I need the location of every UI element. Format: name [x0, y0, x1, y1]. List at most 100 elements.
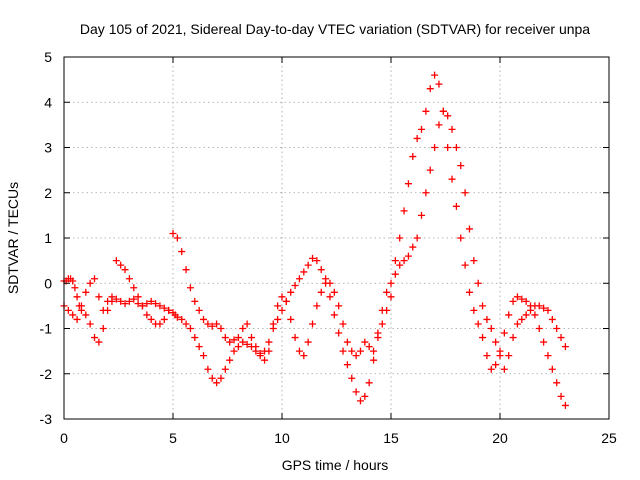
- y-tick-label: 0: [44, 275, 52, 291]
- data-point: [474, 320, 482, 328]
- data-point: [422, 107, 430, 115]
- data-point: [309, 320, 317, 328]
- data-point: [492, 361, 500, 369]
- data-point: [452, 202, 460, 210]
- data-point: [291, 334, 299, 342]
- data-point: [479, 302, 487, 310]
- data-point: [304, 261, 312, 269]
- data-point: [505, 311, 513, 319]
- data-point: [217, 374, 225, 382]
- data-point: [195, 343, 203, 351]
- data-point: [160, 315, 168, 323]
- data-point: [431, 71, 439, 79]
- data-point: [487, 365, 495, 373]
- data-point: [561, 401, 569, 409]
- data-point: [156, 320, 164, 328]
- data-point: [500, 365, 508, 373]
- data-point: [557, 392, 565, 400]
- data-point: [426, 85, 434, 93]
- data-point: [156, 302, 164, 310]
- data-point: [86, 320, 94, 328]
- data-point: [221, 365, 229, 373]
- data-point: [448, 175, 456, 183]
- x-tick-label: 10: [274, 430, 290, 446]
- data-point: [518, 315, 526, 323]
- data-point: [522, 297, 530, 305]
- data-point: [544, 352, 552, 360]
- data-point: [391, 270, 399, 278]
- data-point: [317, 288, 325, 296]
- data-point: [413, 134, 421, 142]
- data-point: [391, 257, 399, 265]
- data-point: [178, 315, 186, 323]
- y-tick-label: -3: [40, 411, 53, 427]
- data-point: [309, 254, 317, 262]
- data-point: [99, 325, 107, 332]
- data-point: [544, 306, 552, 314]
- data-point: [431, 144, 439, 151]
- data-point: [291, 282, 299, 290]
- data-point: [247, 334, 255, 342]
- data-point: [300, 352, 308, 360]
- data-point: [230, 336, 238, 344]
- data-point: [361, 338, 369, 346]
- data-point: [387, 279, 395, 287]
- data-point: [64, 306, 72, 314]
- data-point: [470, 306, 478, 314]
- data-point: [117, 261, 125, 269]
- data-point: [208, 374, 216, 382]
- data-point: [234, 343, 242, 351]
- data-point: [134, 293, 142, 301]
- data-point: [200, 315, 208, 323]
- data-point: [461, 189, 469, 197]
- data-point: [518, 295, 526, 303]
- data-point: [426, 166, 434, 174]
- data-point: [95, 338, 103, 346]
- data-point: [404, 252, 412, 260]
- data-point: [322, 275, 330, 283]
- data-point: [435, 80, 443, 88]
- data-point: [365, 343, 373, 351]
- data-point: [230, 347, 238, 355]
- data-point: [370, 356, 378, 364]
- data-point: [221, 334, 229, 342]
- data-point: [125, 297, 133, 305]
- data-point: [483, 315, 491, 323]
- x-tick-label: 0: [60, 430, 68, 446]
- data-point: [418, 125, 426, 133]
- data-point: [160, 304, 168, 312]
- data-point: [343, 338, 351, 346]
- data-point: [182, 266, 190, 274]
- data-point: [134, 300, 142, 308]
- data-point: [444, 112, 452, 120]
- data-point: [278, 306, 286, 314]
- data-point: [269, 320, 277, 328]
- data-point: [304, 338, 312, 346]
- data-point: [147, 315, 155, 323]
- x-tick-label: 5: [169, 430, 177, 446]
- data-point: [300, 268, 308, 276]
- data-point: [112, 257, 120, 265]
- data-point: [173, 313, 181, 321]
- data-point: [317, 266, 325, 274]
- data-point: [409, 153, 417, 161]
- data-point: [457, 162, 465, 170]
- data-point: [95, 293, 103, 301]
- x-tick-label: 15: [383, 430, 399, 446]
- data-point: [356, 347, 364, 355]
- data-point: [182, 320, 190, 328]
- data-point: [531, 311, 539, 319]
- data-point: [243, 320, 251, 328]
- series-track-b: [60, 71, 569, 409]
- data-point: [147, 297, 155, 305]
- data-point: [226, 356, 234, 364]
- x-axis-title: GPS time / hours: [282, 457, 389, 473]
- data-point: [348, 347, 356, 355]
- data-point: [448, 125, 456, 133]
- data-point: [186, 284, 194, 292]
- data-point: [261, 356, 269, 364]
- data-point: [330, 311, 338, 319]
- data-point: [527, 302, 535, 310]
- data-point: [470, 257, 478, 265]
